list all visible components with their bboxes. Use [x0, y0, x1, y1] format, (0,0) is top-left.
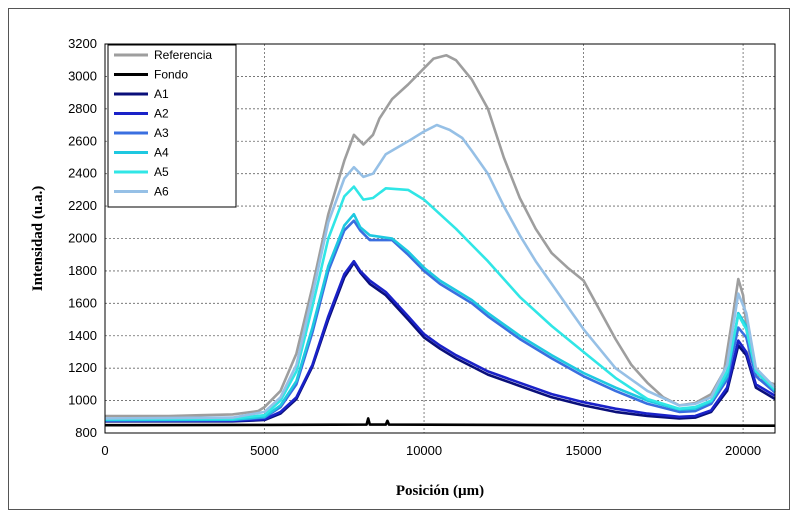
y-tick-label: 1400 [68, 328, 97, 343]
plot-area-border [104, 43, 776, 434]
legend-label: Referencia [154, 48, 212, 62]
y-tick-label: 2400 [68, 166, 97, 181]
x-axis-title: Posición (µm) [396, 483, 484, 499]
legend: Referencia Fondo A1 A2 A3 A4 A5 A6 [107, 44, 237, 208]
y-tick-label: 2800 [68, 101, 97, 116]
x-tick-label: 5000 [250, 443, 279, 458]
legend-label: A1 [154, 87, 169, 101]
y-axis-title: Intensidad (u.a.) [30, 186, 46, 291]
x-tick-label: 20000 [725, 443, 761, 458]
y-tick-label: 1600 [68, 295, 97, 310]
legend-label: A4 [154, 146, 169, 160]
x-tick-label: 15000 [565, 443, 601, 458]
chart-frame [8, 8, 790, 510]
y-tick-label: 1800 [68, 263, 97, 278]
series-line-a5 [104, 185, 776, 421]
legend-label: A5 [154, 165, 169, 179]
legend-label: Fondo [154, 68, 188, 82]
x-tick-label: 10000 [406, 443, 442, 458]
y-axis-ticks: 800 1000 1200 1400 1600 1800 2000 2200 2400 2600 2… [68, 36, 97, 440]
series-line-a3 [104, 219, 776, 422]
y-tick-label: 2600 [68, 133, 97, 148]
x-axis-ticks: 0 5000 10000 15000 20000 [101, 443, 761, 458]
y-tick-label: 1200 [68, 360, 97, 375]
grid-lines [105, 44, 775, 433]
y-tick-label: 1000 [68, 393, 97, 408]
y-tick-label: 2200 [68, 198, 97, 213]
y-tick-label: 3000 [68, 68, 97, 83]
legend-label: A2 [154, 107, 169, 121]
series-line-a1 [105, 261, 776, 423]
series-line-a2 [105, 259, 776, 423]
y-tick-label: 800 [75, 425, 97, 440]
series-line-a6 [104, 123, 776, 420]
series-layer [104, 54, 776, 427]
x-tick-label: 0 [101, 443, 108, 458]
legend-label: A6 [154, 185, 169, 199]
legend-label: A3 [154, 126, 169, 140]
y-tick-label: 3200 [68, 36, 97, 51]
y-tick-label: 2000 [68, 231, 97, 246]
series-line-fondo [104, 417, 776, 427]
series-line-referencia [105, 54, 776, 418]
series-line-a4 [104, 212, 776, 422]
legend-box [107, 44, 237, 208]
